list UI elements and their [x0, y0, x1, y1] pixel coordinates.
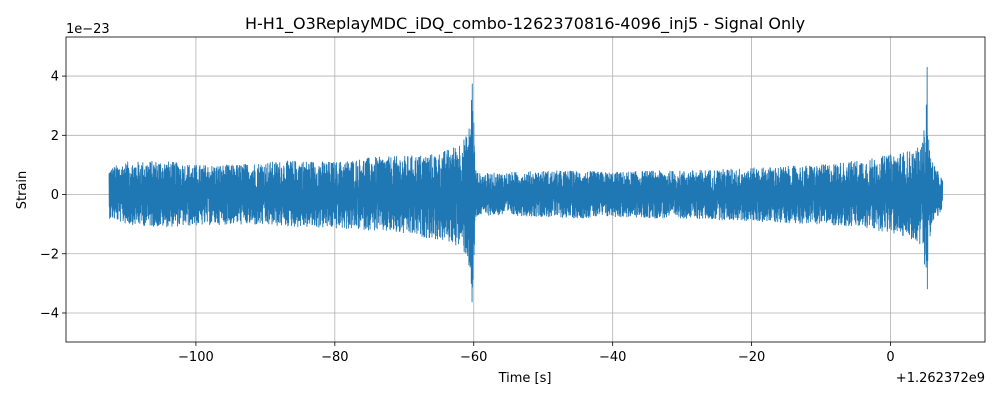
y-tick-label: 2 — [51, 129, 59, 144]
series-layer — [108, 66, 944, 303]
chart-title: H-H1_O3ReplayMDC_iDQ_combo-1262370816-40… — [245, 14, 805, 34]
x-tick-label: 0 — [886, 350, 894, 365]
x-tick-label: −20 — [738, 350, 765, 365]
y-scale-label: 1e−23 — [66, 22, 110, 37]
x-tick-label: −60 — [460, 350, 487, 365]
x-axis-label: Time [s] — [498, 371, 552, 386]
x-tick-label: −80 — [321, 350, 348, 365]
x-tick-label: −40 — [599, 350, 626, 365]
y-axis-label: Strain — [15, 171, 30, 210]
strain-series-line — [108, 66, 944, 303]
y-tick-label: −2 — [40, 247, 59, 262]
x-tick-label: −100 — [178, 350, 214, 365]
plot-frame — [65, 36, 986, 343]
y-tick-label: 0 — [51, 188, 59, 203]
y-tick-label: 4 — [51, 70, 59, 85]
x-offset-label: +1.262372e9 — [896, 371, 985, 386]
y-tick-label: −4 — [40, 306, 59, 321]
